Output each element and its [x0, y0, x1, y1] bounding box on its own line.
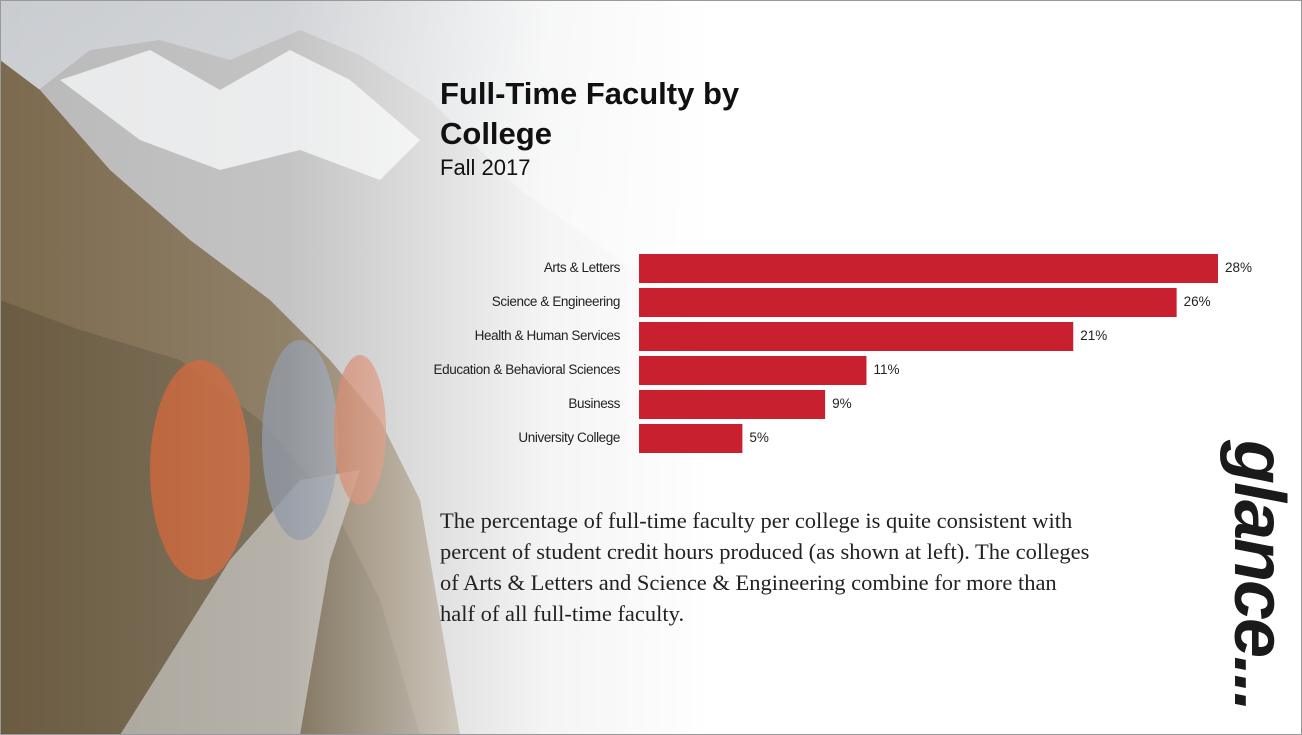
bar — [639, 254, 1218, 283]
bar — [639, 356, 866, 385]
value-label: 9% — [832, 396, 852, 411]
annotation: The percentage of full-time faculty per … — [440, 505, 1090, 629]
category-label: Arts & Letters — [544, 260, 621, 275]
bar — [639, 424, 742, 453]
category-label: Science & Engineering — [492, 294, 620, 309]
category-label: Business — [568, 396, 620, 411]
bar — [639, 288, 1177, 317]
bar — [639, 322, 1073, 351]
side-heading: glance... — [1218, 440, 1300, 710]
category-label: University College — [518, 430, 620, 445]
category-label: Education & Behavioral Sciences — [434, 362, 621, 377]
page: Full-Time Faculty by College Fall 2017 A… — [0, 0, 1302, 735]
value-label: 11% — [873, 362, 899, 377]
value-label: 28% — [1225, 260, 1252, 275]
value-label: 5% — [749, 430, 769, 445]
value-label: 21% — [1080, 328, 1107, 343]
bar — [639, 390, 825, 419]
value-label: 26% — [1184, 294, 1211, 309]
category-label: Health & Human Services — [475, 328, 621, 343]
